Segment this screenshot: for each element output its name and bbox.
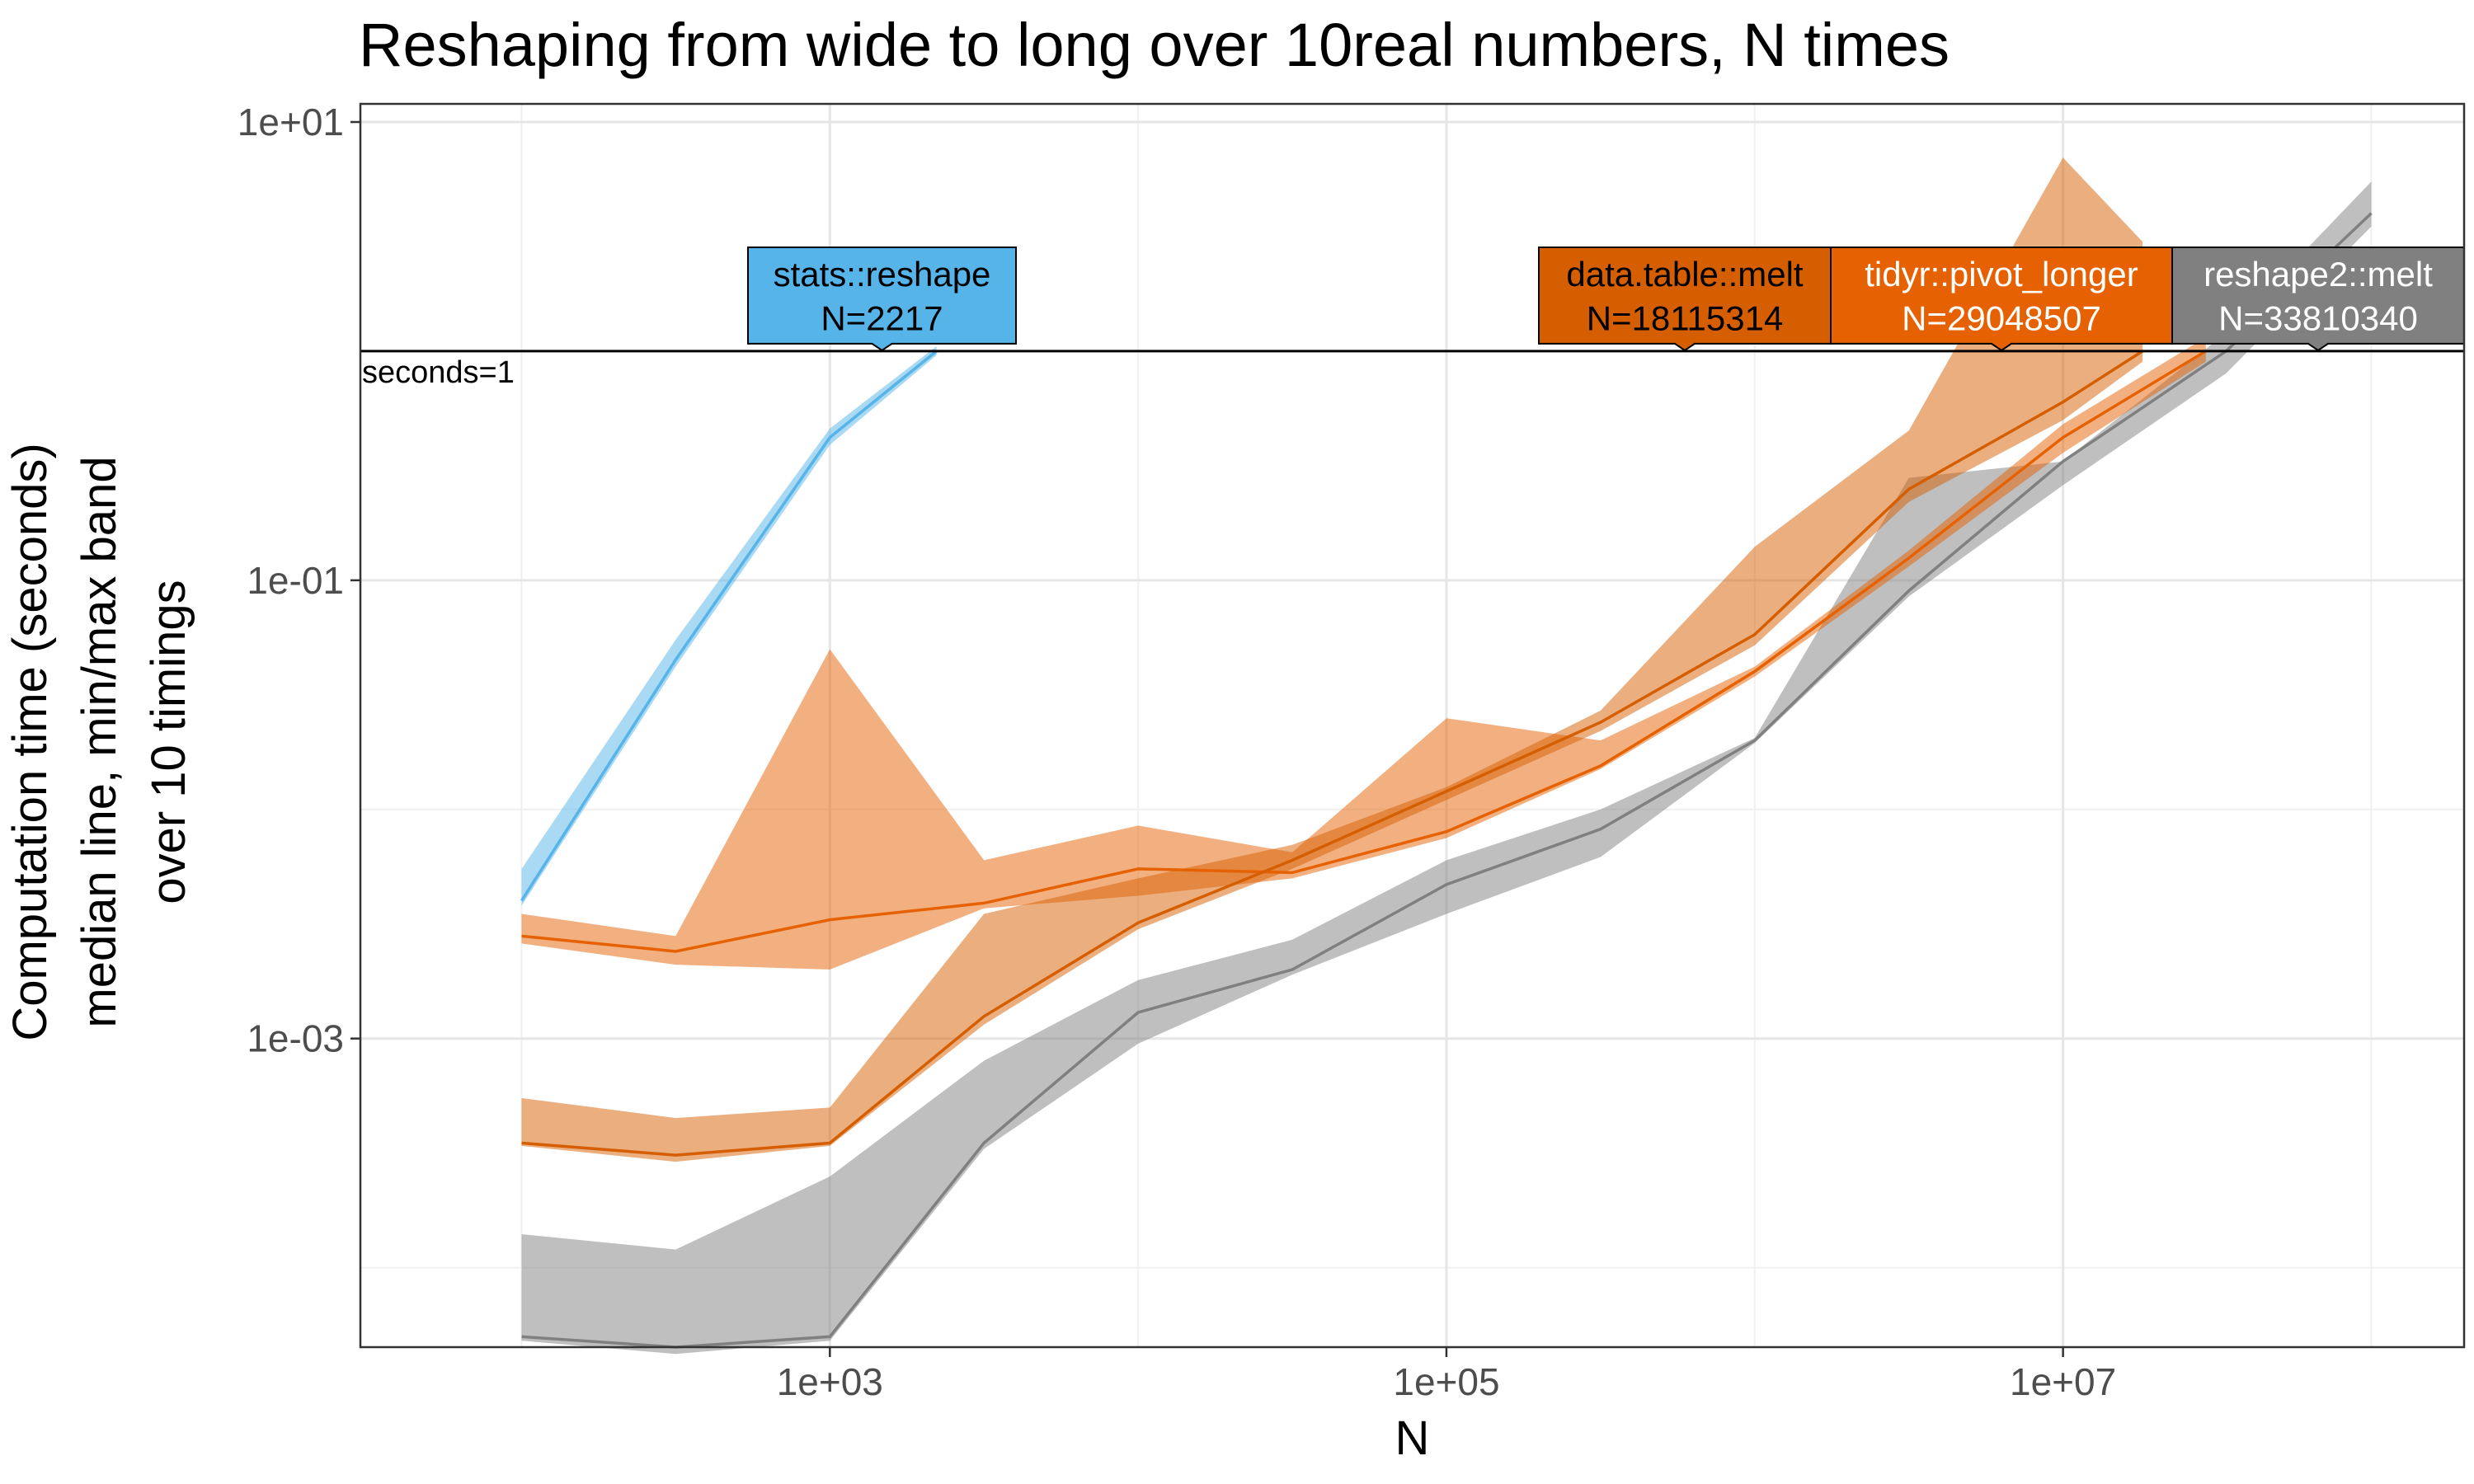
reference-line: seconds=1 [360,350,2464,390]
band-reshape2-melt [521,181,2372,1355]
x-tick-label: 1e+05 [1393,1360,1499,1403]
direct-label-box [747,247,1017,352]
series-bands [521,157,2372,1355]
median-line-tidyr-pivot-longer [521,350,2207,953]
direct-label-name: data.table::melt [1566,255,1804,294]
direct-label-n: N=29048507 [1902,299,2101,338]
median-line-stats-reshape [520,350,938,902]
direct-label-n: N=18115314 [1587,299,1784,338]
direct-label-name: reshape2::melt [2204,255,2433,294]
x-tick-label: 1e+07 [2010,1360,2116,1403]
y-axis-title-line: over 10 timings [142,580,195,904]
reference-line-label: seconds=1 [362,355,515,390]
axes: 1e+03 1e+05 1e+07 1e+01 1e-01 1e-03 [238,101,2116,1403]
x-tick-label: 1e+03 [777,1360,883,1403]
direct-label-n: N=33810340 [2218,299,2418,338]
direct-label-n: N=2217 [821,299,943,338]
y-axis-title: Computation time (seconds) median line, m… [3,443,195,1040]
band-tidyr-pivot-longer [521,337,2206,970]
plot-panel-border [359,102,2466,1349]
direct-label-name: tidyr::pivot_longer [1865,255,2138,294]
y-axis-title-line: median line, min/max band [73,456,126,1027]
median-line-data-table-melt [521,350,2144,1157]
y-tick-label: 1e+01 [238,101,344,143]
x-axis-title: N [1395,1411,1430,1465]
median-line-reshape2-melt [521,212,2373,1349]
direct-label-name: stats::reshape [774,255,991,294]
y-axis-title-line: Computation time (seconds) [3,443,57,1040]
y-tick-label: 1e-01 [247,559,344,602]
chart-title: Reshaping from wide to long over 10real … [359,11,1950,79]
series-lines [520,212,2373,1349]
y-tick-label: 1e-03 [247,1017,344,1060]
